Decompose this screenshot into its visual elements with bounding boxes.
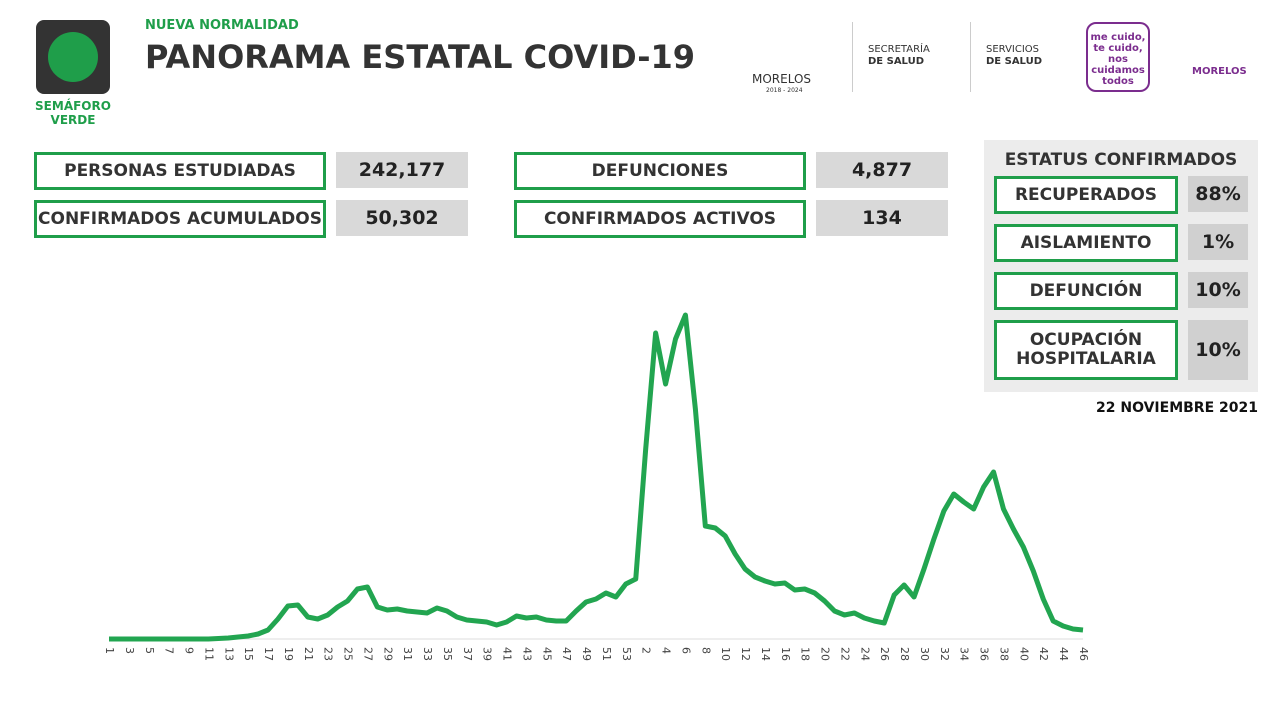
logo-text: MORELOS <box>752 72 812 86</box>
x-tick-label: 10 <box>719 647 732 661</box>
x-tick-label: 35 <box>441 647 454 661</box>
x-tick-label: 49 <box>580 647 593 661</box>
x-tick-label: 2 <box>640 647 653 654</box>
x-tick-label: 17 <box>262 647 275 661</box>
stat-label: DEFUNCIONES <box>514 152 806 190</box>
x-tick-label: 51 <box>600 647 613 661</box>
x-tick-label: 4 <box>660 647 673 654</box>
line <box>109 312 1084 642</box>
x-tick-label: 24 <box>858 647 871 661</box>
x-tick-label: 25 <box>342 647 355 661</box>
logo-text: SERVICIOS <box>986 44 1040 55</box>
logo-text: DE SALUD <box>986 56 1042 67</box>
x-tick-label: 39 <box>481 647 494 661</box>
status-value: 10% <box>1188 272 1248 308</box>
stat-label: CONFIRMADOS ACTIVOS <box>514 200 806 238</box>
status-label: RECUPERADOS <box>994 176 1178 214</box>
x-tick-label: 12 <box>739 647 752 661</box>
status-title: ESTATUS CONFIRMADOS <box>1004 150 1238 170</box>
x-tick-label: 14 <box>759 647 772 661</box>
x-tick-label: 22 <box>838 647 851 661</box>
x-tick-label: 13 <box>222 647 235 661</box>
logo-text: DE SALUD <box>868 56 924 67</box>
x-tick-label: 15 <box>242 647 255 661</box>
x-tick-label: 32 <box>938 647 951 661</box>
stat-value: 4,877 <box>816 152 948 188</box>
x-tick-label: 34 <box>958 647 971 661</box>
x-tick-label: 9 <box>183 647 196 654</box>
x-tick-label: 1 <box>103 647 116 654</box>
date: 22 NOVIEMBRE 2021 <box>1096 400 1258 416</box>
status-label: DEFUNCIÓN <box>994 272 1178 310</box>
x-tick-label: 30 <box>918 647 931 661</box>
stat-value: 134 <box>816 200 948 236</box>
x-tick-label: 18 <box>799 647 812 661</box>
stat-label: PERSONAS ESTUDIADAS <box>34 152 326 190</box>
x-tick-label: 47 <box>560 647 573 661</box>
x-tick-label: 37 <box>461 647 474 661</box>
stat-label: CONFIRMADOS ACUMULADOS <box>34 200 326 238</box>
x-tick-label: 40 <box>1017 647 1030 661</box>
logo-text: SECRETARÍA <box>868 44 930 55</box>
x-tick-label: 8 <box>699 647 712 654</box>
status-label: AISLAMIENTO <box>994 224 1178 262</box>
x-tick-label: 28 <box>898 647 911 661</box>
status-value: 88% <box>1188 176 1248 212</box>
x-tick-label: 21 <box>302 647 315 661</box>
x-tick-label: 43 <box>520 647 533 661</box>
logo-text: 2018 - 2024 <box>766 87 803 94</box>
status-value: 10% <box>1188 320 1248 380</box>
kicker: NUEVA NORMALIDAD <box>145 18 299 33</box>
stat-value: 242,177 <box>336 152 468 188</box>
x-tick-label: 16 <box>779 647 792 661</box>
x-tick-label: 3 <box>123 647 136 654</box>
x-tick-label: 31 <box>401 647 414 661</box>
x-tick-label: 45 <box>540 647 553 661</box>
status-value: 1% <box>1188 224 1248 260</box>
stat-value: 50,302 <box>336 200 468 236</box>
x-tick-label: 11 <box>202 647 215 661</box>
x-tick-label: 53 <box>620 647 633 661</box>
title: PANORAMA ESTATAL COVID-19 <box>145 38 696 76</box>
x-tick-label: 27 <box>361 647 374 661</box>
x-tick-label: 20 <box>819 647 832 661</box>
x-tick-label: 5 <box>143 647 156 654</box>
x-tick-label: 46 <box>1077 647 1090 661</box>
x-tick-label: 41 <box>501 647 514 661</box>
x-tick-label: 19 <box>282 647 295 661</box>
logo-text: MORELOS <box>1192 66 1247 77</box>
x-tick-label: 42 <box>1037 647 1050 661</box>
x-tick-label: 44 <box>1057 647 1070 661</box>
x-tick-label: 36 <box>978 647 991 661</box>
x-tick-label: 29 <box>381 647 394 661</box>
x-tick-label: 6 <box>679 647 692 654</box>
status-label: OCUPACIÓN HOSPITALARIA <box>994 320 1178 380</box>
x-tick-label: 23 <box>322 647 335 661</box>
badge: SEMÁFORO VERDE <box>35 99 111 127</box>
x-tick-label: 33 <box>421 647 434 661</box>
logo-text: me cuido, te cuido, nos cuidamos todos <box>1086 22 1150 92</box>
traffic-light-icon <box>36 20 110 94</box>
x-tick-label: 7 <box>163 647 176 654</box>
x-tick-label: 38 <box>997 647 1010 661</box>
x-tick-label: 26 <box>878 647 891 661</box>
